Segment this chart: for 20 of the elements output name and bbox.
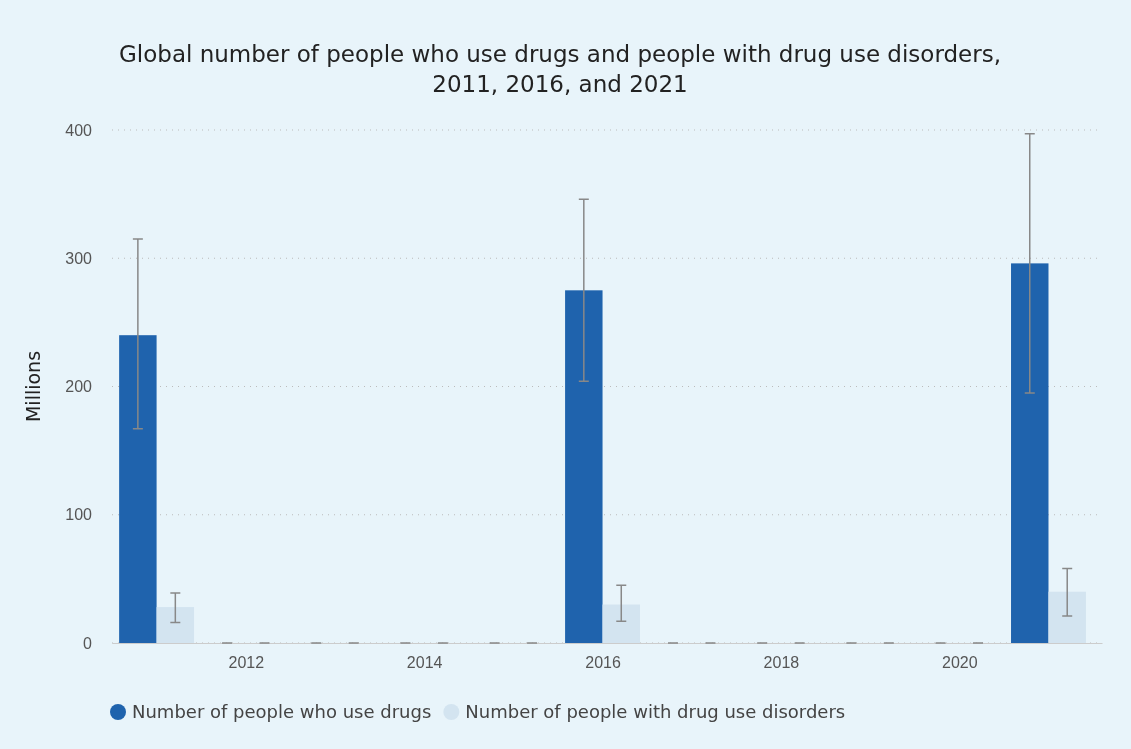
chart-title: Global number of people who use drugs and people with drug use disorders, 2011, 2016, and 2021 [119, 41, 1001, 97]
bar [602, 604, 640, 643]
x-tick-label: 2012 [228, 654, 265, 672]
bar [119, 335, 157, 643]
bar [1048, 591, 1086, 643]
x-tick-label: 2016 [585, 654, 621, 672]
y-tick-label: 100 [65, 506, 93, 524]
bar [156, 607, 195, 643]
legend-label: Number of people who use drugs [132, 701, 432, 722]
x-tick-label: 2020 [942, 654, 978, 672]
x-tick-label: 2018 [763, 654, 800, 672]
y-tick-label: 300 [65, 249, 93, 267]
y-axis-title: Millions [22, 350, 44, 423]
bar [565, 290, 603, 643]
bar [1011, 263, 1049, 643]
y-tick-label: 0 [83, 634, 93, 652]
y-tick-label: 200 [65, 378, 93, 396]
legend-label: Number of people with drug use disorders [465, 701, 846, 722]
y-tick-label: 400 [65, 121, 93, 139]
x-tick-label: 2014 [406, 654, 443, 672]
